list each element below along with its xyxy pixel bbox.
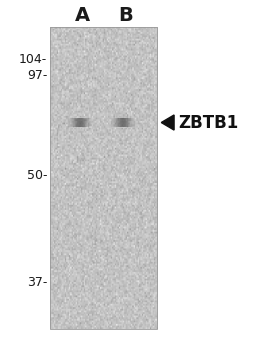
Text: 50-: 50- — [27, 169, 47, 182]
Bar — [89, 118, 90, 127]
Bar — [117, 118, 118, 127]
Bar — [80, 118, 81, 127]
Bar — [114, 118, 115, 127]
Bar — [126, 118, 127, 127]
Bar — [84, 118, 85, 127]
Bar — [71, 118, 72, 127]
Bar — [131, 118, 132, 127]
Bar — [77, 118, 78, 127]
Bar — [122, 118, 123, 127]
Bar — [120, 118, 121, 127]
Bar — [124, 118, 125, 127]
Bar — [118, 118, 119, 127]
Bar — [121, 118, 122, 127]
Text: ZBTB1: ZBTB1 — [178, 114, 238, 131]
Bar — [125, 118, 126, 127]
Bar — [129, 118, 130, 127]
Bar — [69, 118, 70, 127]
Bar — [85, 118, 86, 127]
Bar — [119, 118, 120, 127]
Bar — [116, 118, 117, 127]
Bar — [70, 118, 71, 127]
Bar — [83, 118, 84, 127]
Bar — [115, 118, 116, 127]
Bar — [86, 118, 87, 127]
Text: A: A — [74, 6, 90, 25]
Bar — [130, 118, 131, 127]
Bar — [132, 118, 133, 127]
Text: 97-: 97- — [27, 69, 47, 82]
Bar — [133, 118, 134, 127]
Bar — [112, 118, 113, 127]
Bar — [113, 118, 114, 127]
Bar — [111, 118, 112, 127]
Bar — [50, 27, 157, 329]
Bar — [74, 118, 75, 127]
Bar — [75, 118, 76, 127]
Bar — [81, 118, 82, 127]
Bar — [88, 118, 89, 127]
Bar — [127, 118, 128, 127]
Text: 104-: 104- — [19, 52, 47, 66]
Bar — [79, 118, 80, 127]
Bar — [134, 118, 135, 127]
Bar — [78, 118, 79, 127]
Bar — [72, 118, 73, 127]
Polygon shape — [161, 115, 174, 130]
Bar — [82, 118, 83, 127]
Bar — [73, 118, 74, 127]
Bar — [87, 118, 88, 127]
Bar — [128, 118, 129, 127]
Bar — [123, 118, 124, 127]
Bar — [90, 118, 91, 127]
Bar — [68, 118, 69, 127]
Text: B: B — [118, 6, 133, 25]
Bar — [76, 118, 77, 127]
Text: 37-: 37- — [27, 276, 47, 289]
Bar — [91, 118, 92, 127]
